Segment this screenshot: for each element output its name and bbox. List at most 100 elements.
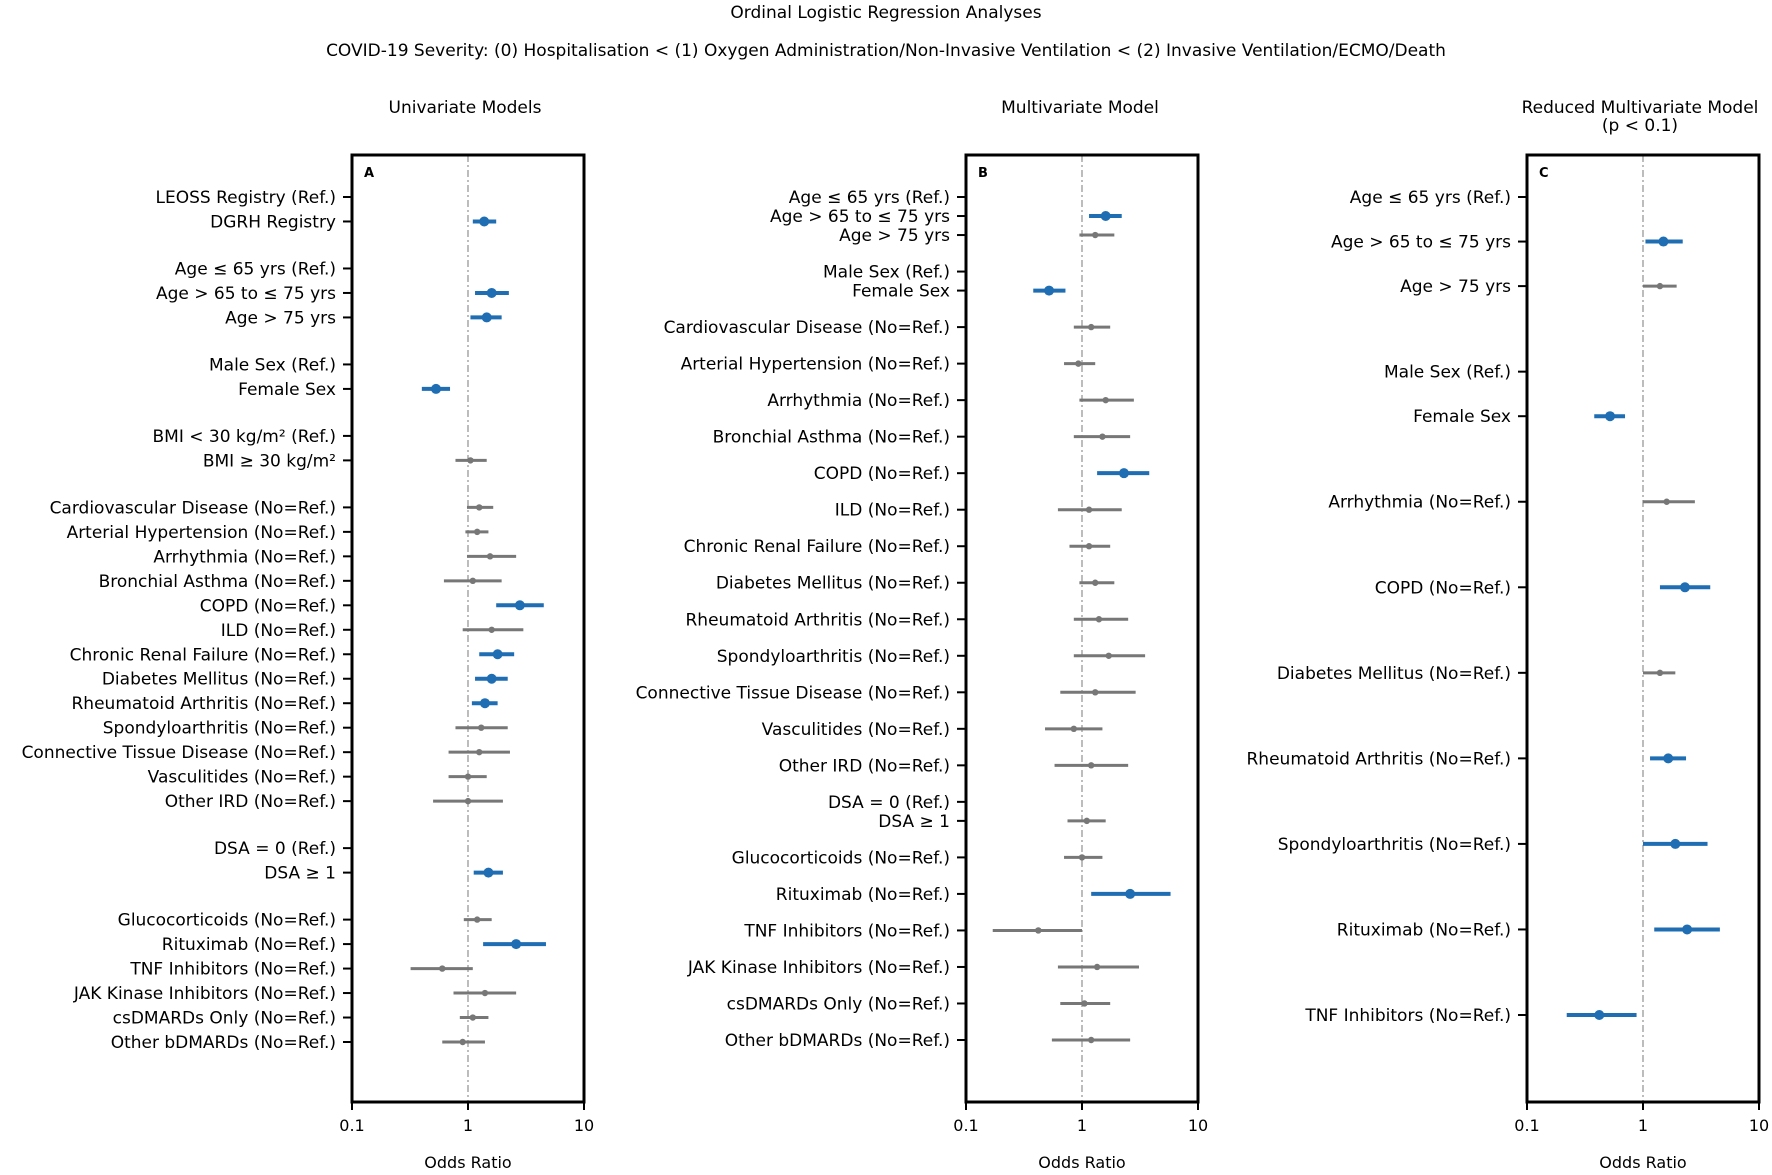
odds-ratio-point	[1070, 725, 1078, 733]
odds-ratio-point	[1092, 579, 1099, 586]
odds-ratio-point	[1102, 396, 1109, 404]
row-label: Cardiovascular Disease (No=Ref.)	[664, 318, 950, 338]
row-label: Rituximab (No=Ref.)	[776, 885, 950, 905]
row-label: TNF Inhibitors (No=Ref.)	[129, 960, 336, 980]
row-label: Bronchial Asthma (No=Ref.)	[99, 572, 336, 592]
odds-ratio-point	[1095, 616, 1103, 623]
odds-ratio-point	[478, 724, 485, 731]
odds-ratio-point	[488, 626, 495, 633]
odds-ratio-point-significant	[1125, 888, 1136, 899]
x-tick-label: 1	[463, 1116, 473, 1135]
row-label: Vasculitides (No=Ref.)	[762, 720, 950, 740]
odds-ratio-point	[1663, 498, 1670, 505]
row-label: Bronchial Asthma (No=Ref.)	[713, 428, 950, 448]
panel-title-line2: (p < 0.1)	[1602, 116, 1678, 136]
row-label: Connective Tissue Disease (No=Ref.)	[636, 683, 950, 703]
row-label: csDMARDs Only (No=Ref.)	[113, 1009, 336, 1029]
panel-c: Reduced Multivariate Model(p < 0.1) C 0.1 1…	[1247, 98, 1770, 1172]
odds-ratio-point-significant	[1044, 285, 1055, 296]
odds-ratio-point	[1087, 323, 1095, 331]
odds-ratio-point-significant	[479, 216, 490, 227]
row-label: DSA ≥ 1	[264, 864, 336, 884]
odds-ratio-point	[1083, 817, 1091, 825]
x-tick-label: 0.1	[339, 1116, 364, 1135]
odds-ratio-point-significant	[1594, 1010, 1605, 1020]
odds-ratio-point	[1035, 927, 1042, 934]
row-label: Arrhythmia (No=Ref.)	[153, 547, 336, 567]
row-label: Age ≤ 65 yrs (Ref.)	[175, 259, 336, 279]
row-label: Other IRD (No=Ref.)	[779, 756, 950, 776]
row-label: Male Sex (Ref.)	[1384, 363, 1511, 383]
row-label: Female Sex	[852, 282, 950, 302]
odds-ratio-point	[469, 577, 477, 585]
panel-title: Multivariate Model	[1001, 98, 1159, 118]
row-label: DSA ≥ 1	[878, 812, 950, 832]
row-label: Age > 65 to ≤ 75 yrs	[156, 284, 336, 304]
row-label: Rheumatoid Arthritis (No=Ref.)	[686, 610, 951, 630]
panel-b: Multivariate Model B 0.1 1 10 Odds Ratio Age ≤…	[636, 98, 1209, 1172]
odds-ratio-point	[1093, 963, 1101, 971]
odds-ratio-point	[476, 748, 483, 756]
row-label: TNF Inhibitors (No=Ref.)	[743, 921, 950, 941]
odds-ratio-point	[1105, 652, 1112, 659]
row-label: Female Sex	[238, 380, 336, 400]
figure-title: Ordinal Logistic Regression Analyses	[730, 3, 1041, 23]
panel-letter: B	[978, 166, 988, 181]
odds-ratio-point-significant	[486, 673, 497, 684]
odds-ratio-point	[464, 773, 472, 780]
row-label: Rheumatoid Arthritis (No=Ref.)	[72, 694, 337, 714]
odds-ratio-point-significant	[1100, 211, 1111, 222]
row-label: ILD (No=Ref.)	[221, 621, 336, 641]
panel-letter: C	[1539, 166, 1549, 181]
row-label: Other bDMARDs (No=Ref.)	[111, 1033, 336, 1053]
odds-ratio-point	[1087, 762, 1095, 769]
x-tick-label: 0.1	[953, 1116, 978, 1135]
row-label: JAK Kinase Inhibitors (No=Ref.)	[73, 984, 336, 1004]
odds-ratio-point-significant	[486, 287, 497, 298]
odds-ratio-point	[473, 528, 481, 536]
x-axis-label: Odds Ratio	[1038, 1153, 1125, 1172]
odds-ratio-point-significant	[1663, 753, 1674, 764]
row-label: Glucocorticoids (No=Ref.)	[732, 848, 950, 868]
row-label: Age > 65 to ≤ 75 yrs	[1331, 233, 1511, 253]
row-label: Glucocorticoids (No=Ref.)	[118, 911, 336, 931]
row-label: TNF Inhibitors (No=Ref.)	[1304, 1006, 1511, 1026]
x-axis-label: Odds Ratio	[1599, 1153, 1686, 1172]
panel-a: Univariate Models A 0.1 1 10 Odds Ratio LEOSS …	[22, 98, 595, 1172]
odds-ratio-point-significant	[479, 698, 490, 709]
odds-ratio-point	[1087, 1036, 1095, 1044]
odds-ratio-point	[476, 504, 483, 511]
row-label: DSA = 0 (Ref.)	[828, 793, 950, 813]
odds-ratio-point-significant	[492, 649, 503, 660]
row-label: Connective Tissue Disease (No=Ref.)	[22, 743, 336, 763]
row-label: Diabetes Mellitus (No=Ref.)	[102, 670, 336, 690]
odds-ratio-point-significant	[431, 383, 442, 394]
figure-subtitle: COVID-19 Severity: (0) Hospitalisation <…	[326, 41, 1446, 61]
odds-ratio-point	[1081, 1000, 1088, 1007]
axes-frame	[1525, 153, 1761, 1104]
row-label: Age ≤ 65 yrs (Ref.)	[789, 188, 950, 208]
odds-ratio-point	[1092, 689, 1099, 696]
row-label: Chronic Renal Failure (No=Ref.)	[70, 645, 336, 665]
row-label: Age > 75 yrs	[1400, 277, 1511, 297]
row-label: Rituximab (No=Ref.)	[1337, 920, 1511, 940]
row-label: Spondyloarthritis (No=Ref.)	[717, 647, 950, 667]
odds-ratio-point	[1085, 506, 1093, 513]
row-label: Arrhythmia (No=Ref.)	[1328, 493, 1511, 513]
row-label: Age > 65 to ≤ 75 yrs	[770, 207, 950, 227]
row-label: DSA = 0 (Ref.)	[214, 839, 336, 859]
x-tick-label: 10	[1188, 1116, 1208, 1135]
odds-ratio-point-significant	[511, 939, 522, 950]
row-label: COPD (No=Ref.)	[1375, 578, 1511, 598]
odds-ratio-point	[1078, 854, 1086, 861]
row-label: Other bDMARDs (No=Ref.)	[725, 1031, 950, 1051]
odds-ratio-point	[1656, 669, 1664, 677]
odds-ratio-point-significant	[514, 600, 525, 611]
row-label: COPD (No=Ref.)	[200, 596, 336, 616]
panel-letter: A	[364, 166, 374, 181]
row-label: Arrhythmia (No=Ref.)	[767, 391, 950, 411]
odds-ratio-point	[473, 916, 481, 923]
row-label: Vasculitides (No=Ref.)	[148, 768, 336, 788]
row-label: Spondyloarthritis (No=Ref.)	[1278, 835, 1511, 855]
